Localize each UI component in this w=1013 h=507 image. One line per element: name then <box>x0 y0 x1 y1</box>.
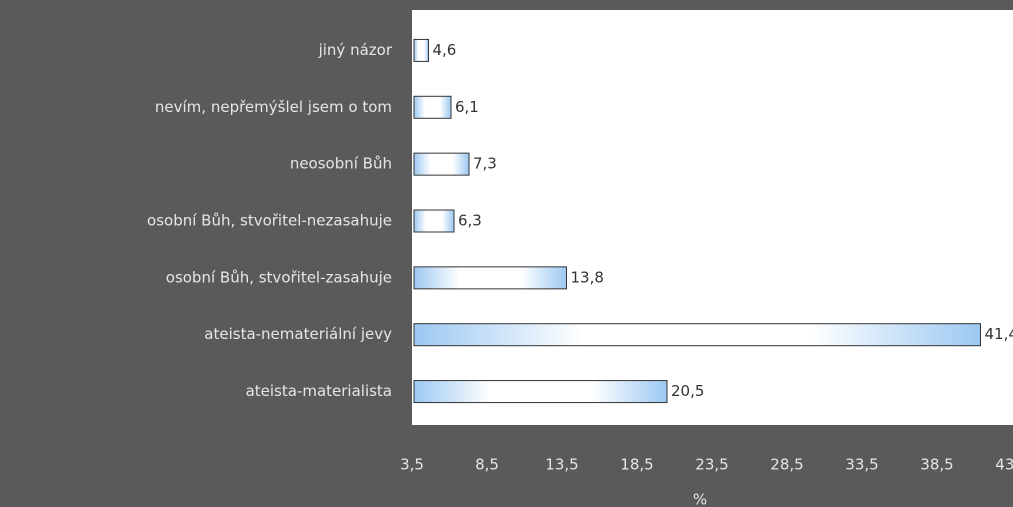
x-tick-label: 18,5 <box>620 456 653 474</box>
bar <box>413 209 455 233</box>
x-axis-label: % <box>693 491 707 507</box>
value-label: 6,3 <box>458 212 482 230</box>
x-tick-label: 23,5 <box>695 456 728 474</box>
bar <box>413 152 470 176</box>
bar <box>413 380 668 404</box>
x-tick-label: 33,5 <box>845 456 878 474</box>
y-tick-label: ateista-nemateriální jevy <box>204 325 392 343</box>
x-tick-label: 13,5 <box>545 456 578 474</box>
value-label: 20,5 <box>671 382 704 400</box>
value-label: 41,4 <box>985 325 1013 343</box>
value-label: 4,6 <box>433 41 457 59</box>
bar <box>413 323 981 347</box>
plot-area <box>412 10 1013 425</box>
y-tick-label: neosobní Bůh <box>290 155 392 173</box>
y-tick-label: ateista-materialista <box>246 382 392 400</box>
x-tick-label: 43,5 <box>995 456 1013 474</box>
y-tick-label: nevím, nepřemýšlel jsem o tom <box>155 98 392 116</box>
y-tick-label: jiný názor <box>318 41 393 59</box>
x-tick-label: 38,5 <box>920 456 953 474</box>
bar <box>413 95 452 119</box>
value-label: 7,3 <box>473 155 497 173</box>
bar <box>413 38 429 62</box>
y-tick-label: osobní Bůh, stvořitel-nezasahuje <box>147 212 392 230</box>
value-label: 6,1 <box>455 98 479 116</box>
value-label: 13,8 <box>571 268 604 286</box>
x-tick-label: 28,5 <box>770 456 803 474</box>
bar <box>413 266 567 290</box>
x-tick-label: 3,5 <box>400 456 424 474</box>
x-tick-label: 8,5 <box>475 456 499 474</box>
y-tick-label: osobní Bůh, stvořitel-zasahuje <box>166 268 392 286</box>
